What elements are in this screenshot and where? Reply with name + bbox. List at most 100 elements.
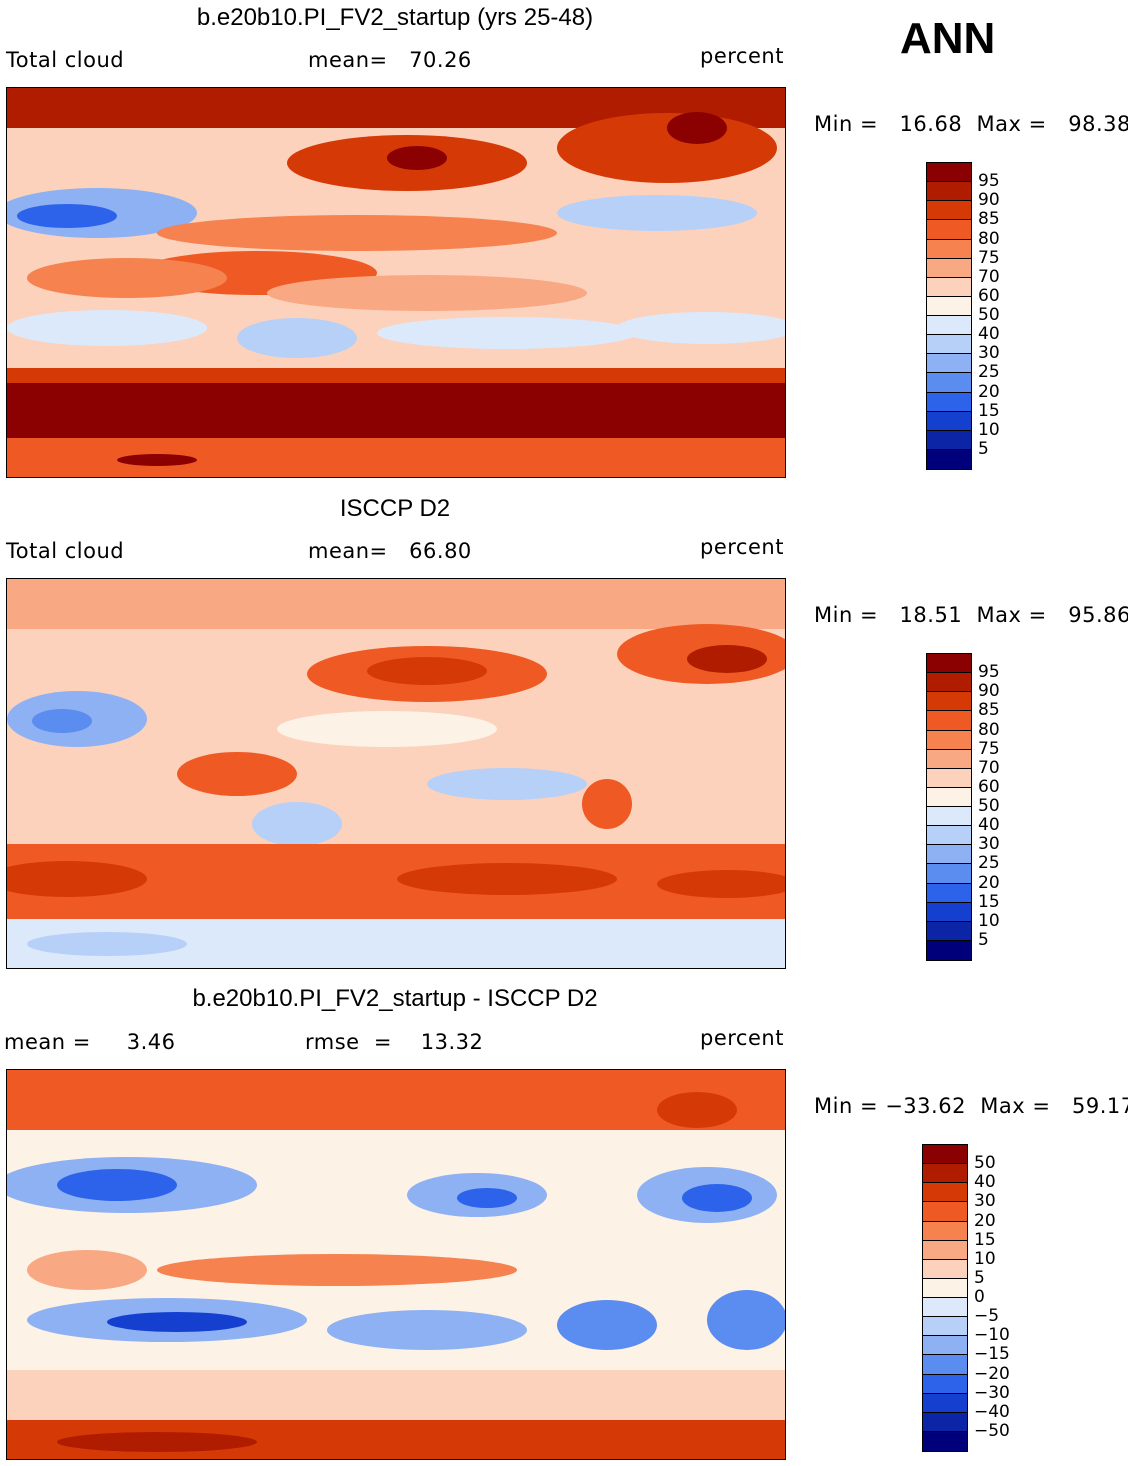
colorbar-tick-label: 0 [974, 1287, 985, 1307]
colorbar-swatch [927, 940, 971, 960]
colorbar-swatch [923, 1259, 967, 1279]
colorbar-swatch [927, 768, 971, 788]
colorbar-swatch [923, 1183, 967, 1203]
panel-2-units: percent [700, 535, 784, 559]
season-label: ANN [900, 14, 996, 63]
colorbar-swatch [927, 711, 971, 731]
colorbar-swatch [923, 1317, 967, 1337]
panel-3-minmax: Min = −33.62 Max = 59.17 [814, 1094, 1128, 1118]
colorbar-tick-label: 90 [978, 681, 1000, 702]
panel-1-colorbar [926, 162, 972, 470]
panel-1-map [6, 87, 786, 478]
colorbar-tick-label: 15 [978, 400, 1000, 421]
colorbar-tick-label: 50 [978, 305, 1000, 325]
colorbar-tick-label: 5 [974, 1267, 985, 1288]
colorbar-swatch [927, 787, 971, 807]
colorbar-tick-label: 85 [978, 700, 1000, 721]
colorbar-swatch [927, 807, 971, 827]
colorbar-tick-label: 10 [978, 910, 1000, 931]
colorbar-tick-label: 5 [978, 929, 989, 950]
colorbar-swatch [923, 1374, 967, 1394]
colorbar-swatch [923, 1412, 967, 1432]
panel-1-mean: mean= 70.26 [308, 48, 472, 72]
colorbar-tick-label: 85 [978, 209, 1000, 230]
colorbar-swatch [923, 1164, 967, 1184]
colorbar-swatch [923, 1221, 967, 1241]
colorbar-tick-label: 30 [978, 343, 1000, 364]
colorbar-swatch [927, 673, 971, 693]
colorbar-tick-label: −20 [974, 1363, 1010, 1384]
colorbar-tick-label: −10 [974, 1325, 1010, 1346]
colorbar-swatch [927, 883, 971, 903]
panel-1-units: percent [700, 44, 784, 68]
colorbar-swatch [927, 921, 971, 941]
panel-1-title: b.e20b10.PI_FV2_startup (yrs 25-48) [196, 4, 594, 31]
colorbar-tick-label: 95 [978, 662, 1000, 683]
panel-2-minmax: Min = 18.51 Max = 95.86 [814, 603, 1128, 627]
colorbar-swatch [923, 1393, 967, 1413]
colorbar-swatch [927, 449, 971, 469]
colorbar-swatch [927, 730, 971, 750]
colorbar-tick-label: 70 [978, 757, 1000, 778]
colorbar-tick-label: 30 [978, 834, 1000, 855]
colorbar-swatch [923, 1298, 967, 1318]
colorbar-tick-label: 75 [978, 738, 1000, 759]
panel-3-title: b.e20b10.PI_FV2_startup - ISCCP D2 [192, 985, 598, 1012]
colorbar-tick-label: 80 [978, 719, 1000, 740]
colorbar-tick-label: 95 [978, 171, 1000, 192]
colorbar-tick-label: 90 [978, 190, 1000, 211]
panel-2-map [6, 578, 786, 969]
colorbar-tick-label: 15 [974, 1229, 996, 1250]
colorbar-swatch [923, 1240, 967, 1260]
colorbar-tick-label: 10 [974, 1248, 996, 1269]
colorbar-swatch [923, 1145, 967, 1165]
colorbar-swatch [927, 335, 971, 355]
colorbar-tick-label: 5 [978, 438, 989, 459]
colorbar-swatch [927, 411, 971, 431]
colorbar-tick-label: 25 [978, 362, 1000, 383]
colorbar-tick-label: 15 [978, 891, 1000, 912]
panel-3-map [6, 1069, 786, 1460]
colorbar-swatch [927, 864, 971, 884]
panel-2-title: ISCCP D2 [339, 495, 451, 522]
colorbar-swatch [927, 654, 971, 674]
colorbar-tick-label: 60 [978, 285, 1000, 306]
colorbar-swatch [927, 201, 971, 221]
colorbar-swatch [927, 392, 971, 412]
colorbar-swatch [927, 845, 971, 865]
panel-2-colorbar [926, 653, 972, 961]
colorbar-tick-label: 80 [978, 228, 1000, 249]
colorbar-tick-label: −5 [974, 1306, 1000, 1327]
colorbar-tick-label: 20 [978, 872, 1000, 893]
colorbar-swatch [927, 277, 971, 297]
panel-3-units: percent [700, 1026, 784, 1050]
panel-3-rmse: rmse = 13.32 [305, 1030, 484, 1054]
panel-3-colorbar [922, 1144, 968, 1452]
colorbar-swatch [927, 182, 971, 202]
colorbar-tick-label: −30 [974, 1382, 1010, 1403]
colorbar-swatch [927, 316, 971, 336]
colorbar-swatch [927, 220, 971, 240]
colorbar-swatch [927, 373, 971, 393]
colorbar-tick-label: −40 [974, 1401, 1010, 1422]
colorbar-swatch [927, 430, 971, 450]
colorbar-tick-label: 70 [978, 266, 1000, 287]
panel-3-mean: mean = 3.46 [4, 1030, 176, 1054]
colorbar-swatch [927, 296, 971, 316]
colorbar-swatch [923, 1336, 967, 1356]
panel-1-minmax: Min = 16.68 Max = 98.38 [814, 112, 1128, 136]
panel-1-variable-label: Total cloud [6, 48, 125, 72]
colorbar-swatch [923, 1278, 967, 1298]
colorbar-swatch [923, 1355, 967, 1375]
colorbar-swatch [927, 692, 971, 712]
colorbar-tick-label: 20 [978, 381, 1000, 402]
panel-2-mean: mean= 66.80 [308, 539, 472, 563]
colorbar-tick-label: 40 [978, 324, 1000, 345]
colorbar-tick-label: 30 [974, 1191, 996, 1212]
colorbar-tick-label: −15 [974, 1344, 1010, 1365]
colorbar-swatch [927, 258, 971, 278]
colorbar-tick-label: 60 [978, 776, 1000, 797]
colorbar-swatch [923, 1202, 967, 1222]
colorbar-tick-label: 40 [974, 1172, 996, 1193]
colorbar-tick-label: 25 [978, 853, 1000, 874]
